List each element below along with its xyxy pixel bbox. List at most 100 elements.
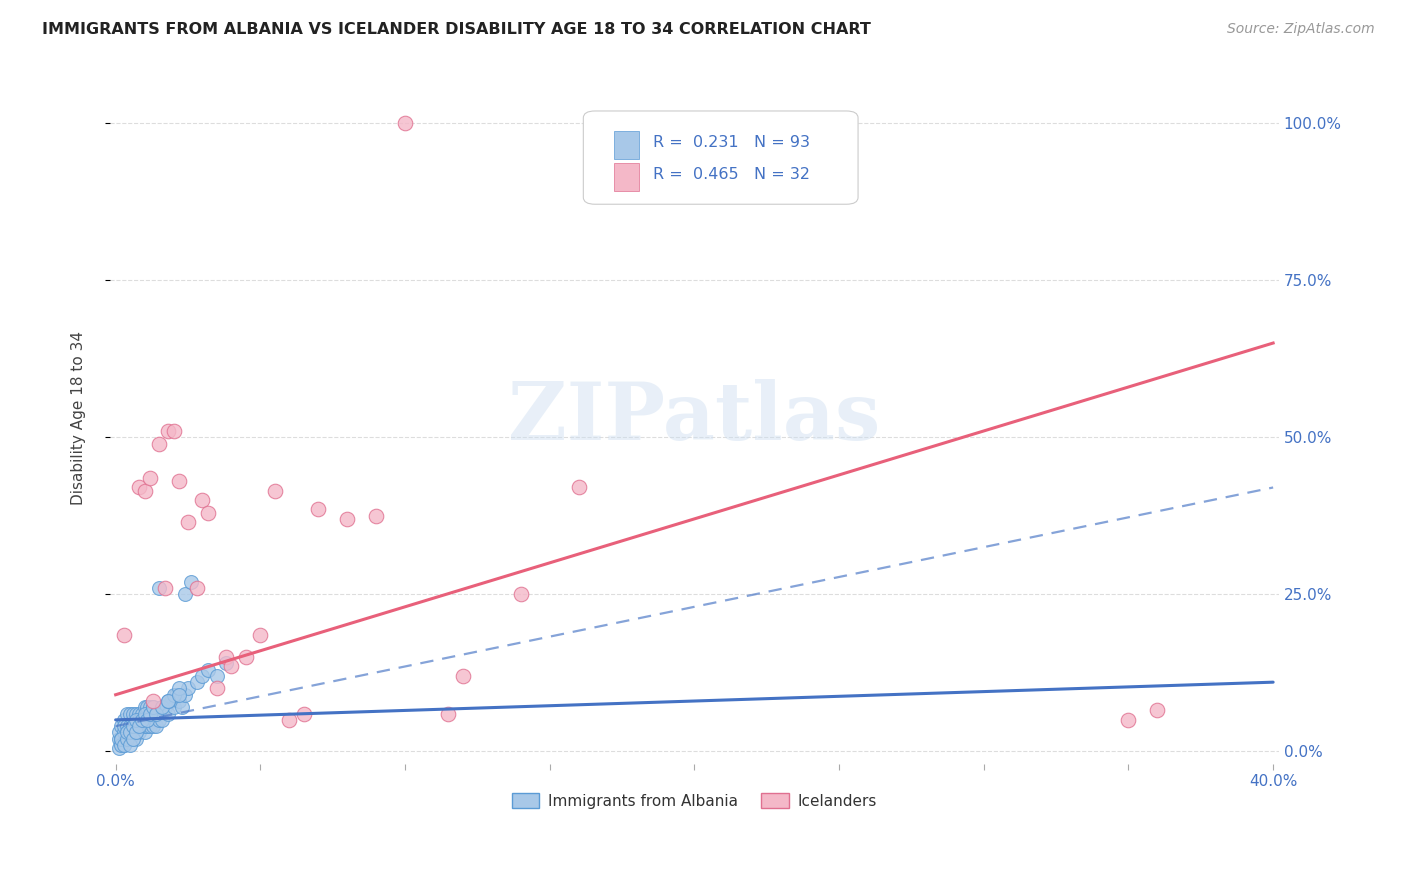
Point: [437, 706, 460, 721]
Point: [128, 713, 150, 727]
Point: [307, 502, 329, 516]
Point: [142, 694, 165, 708]
Point: [156, 694, 179, 708]
Point: [120, 725, 142, 739]
Point: [214, 657, 236, 671]
Point: [180, 574, 202, 589]
Point: [125, 731, 148, 746]
Point: [125, 725, 148, 739]
Point: [136, 713, 159, 727]
Point: [115, 719, 138, 733]
Point: [162, 700, 184, 714]
Point: [107, 741, 129, 756]
Point: [134, 483, 156, 498]
Text: R =  0.465   N = 32: R = 0.465 N = 32: [654, 167, 810, 182]
Point: [110, 738, 132, 752]
Point: [145, 719, 167, 733]
Point: [177, 515, 200, 529]
Point: [128, 719, 150, 733]
Point: [120, 719, 142, 733]
Point: [125, 706, 148, 721]
Point: [568, 481, 591, 495]
Point: [139, 700, 162, 714]
Point: [156, 694, 179, 708]
Point: [169, 474, 191, 488]
Point: [142, 700, 165, 714]
Point: [1146, 703, 1168, 717]
Point: [263, 483, 285, 498]
Text: ZIPatlas: ZIPatlas: [508, 379, 880, 458]
Point: [115, 725, 138, 739]
Point: [112, 738, 135, 752]
Point: [205, 681, 228, 696]
Point: [174, 587, 197, 601]
Point: [139, 471, 162, 485]
Point: [134, 719, 156, 733]
Point: [128, 719, 150, 733]
Point: [451, 669, 474, 683]
Point: [214, 650, 236, 665]
Point: [122, 731, 145, 746]
Y-axis label: Disability Age 18 to 34: Disability Age 18 to 34: [72, 332, 86, 506]
Point: [191, 669, 214, 683]
FancyBboxPatch shape: [614, 131, 640, 160]
Point: [278, 713, 301, 727]
FancyBboxPatch shape: [583, 111, 858, 204]
Point: [292, 706, 315, 721]
Point: [153, 700, 176, 714]
Point: [134, 725, 156, 739]
Point: [112, 738, 135, 752]
Point: [136, 700, 159, 714]
Point: [191, 493, 214, 508]
Point: [177, 681, 200, 696]
Point: [142, 706, 165, 721]
Legend: Immigrants from Albania, Icelanders: Immigrants from Albania, Icelanders: [506, 787, 883, 815]
Point: [125, 713, 148, 727]
Text: IMMIGRANTS FROM ALBANIA VS ICELANDER DISABILITY AGE 18 TO 34 CORRELATION CHART: IMMIGRANTS FROM ALBANIA VS ICELANDER DIS…: [42, 22, 872, 37]
Point: [169, 694, 191, 708]
Point: [145, 706, 167, 721]
Point: [150, 700, 173, 714]
Point: [110, 731, 132, 746]
Point: [336, 512, 359, 526]
Point: [122, 706, 145, 721]
Point: [128, 481, 150, 495]
Point: [156, 706, 179, 721]
Point: [120, 738, 142, 752]
Point: [128, 725, 150, 739]
Text: R =  0.231   N = 93: R = 0.231 N = 93: [654, 136, 810, 150]
Point: [205, 669, 228, 683]
Point: [165, 688, 187, 702]
Point: [131, 706, 153, 721]
Point: [120, 725, 142, 739]
Point: [139, 713, 162, 727]
Point: [115, 731, 138, 746]
Point: [131, 713, 153, 727]
Point: [131, 719, 153, 733]
Point: [136, 719, 159, 733]
Point: [134, 713, 156, 727]
Point: [110, 719, 132, 733]
Point: [174, 688, 197, 702]
Point: [142, 719, 165, 733]
Point: [148, 706, 170, 721]
Point: [169, 688, 191, 702]
Text: Source: ZipAtlas.com: Source: ZipAtlas.com: [1227, 22, 1375, 37]
Point: [112, 628, 135, 642]
Point: [186, 581, 208, 595]
Point: [249, 628, 271, 642]
Point: [120, 731, 142, 746]
Point: [148, 713, 170, 727]
Point: [142, 700, 165, 714]
Point: [122, 719, 145, 733]
Point: [235, 650, 257, 665]
Point: [153, 581, 176, 595]
Point: [150, 713, 173, 727]
Point: [197, 663, 219, 677]
Point: [169, 681, 191, 696]
Point: [122, 713, 145, 727]
Point: [115, 706, 138, 721]
Point: [110, 731, 132, 746]
Point: [120, 706, 142, 721]
Point: [136, 713, 159, 727]
